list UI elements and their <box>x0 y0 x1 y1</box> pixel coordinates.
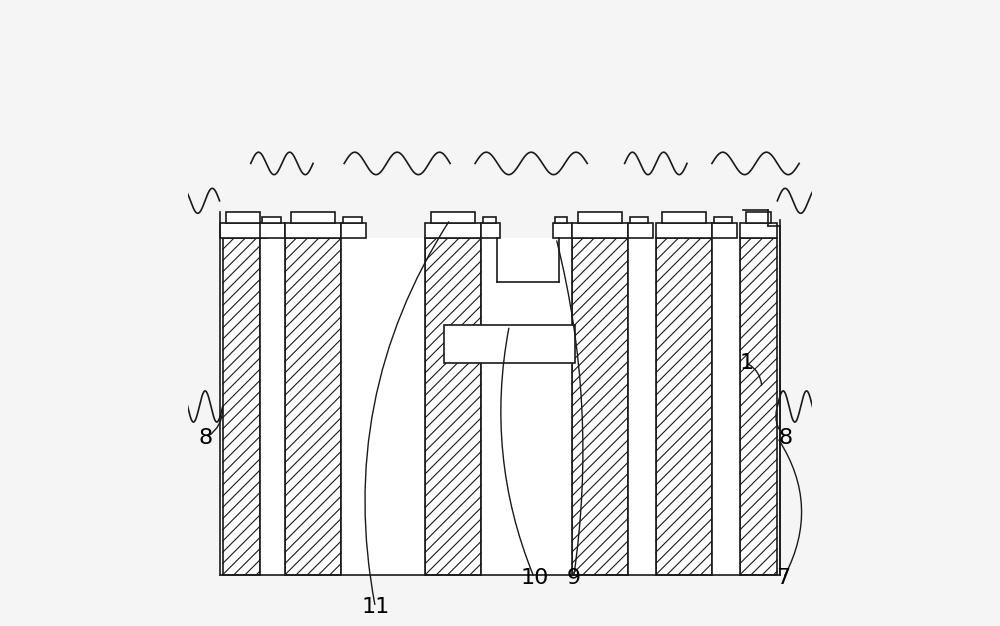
Bar <box>285 223 341 239</box>
Text: 9: 9 <box>566 568 581 588</box>
Bar <box>630 217 648 223</box>
Bar <box>746 212 771 223</box>
Bar <box>260 223 285 239</box>
Text: 8: 8 <box>778 428 792 448</box>
Text: 1: 1 <box>739 353 753 373</box>
Bar <box>712 223 737 239</box>
Bar <box>481 239 572 575</box>
Bar <box>555 217 567 223</box>
Bar <box>341 223 366 239</box>
Bar <box>431 212 475 223</box>
Bar <box>656 239 712 575</box>
Text: 8: 8 <box>199 428 213 448</box>
Text: 7: 7 <box>777 568 791 588</box>
Bar <box>223 239 260 575</box>
Bar <box>628 239 656 575</box>
Bar <box>714 217 732 223</box>
Bar <box>220 239 780 575</box>
Bar <box>740 239 777 575</box>
Bar <box>343 217 362 223</box>
Bar <box>662 212 706 223</box>
Bar <box>220 223 266 239</box>
Bar <box>578 212 622 223</box>
Bar <box>444 326 575 363</box>
Bar <box>291 212 335 223</box>
Bar <box>226 212 260 223</box>
Bar <box>656 223 712 239</box>
Bar <box>628 223 653 239</box>
Bar <box>425 239 481 575</box>
Bar <box>341 239 425 575</box>
Bar <box>553 223 572 239</box>
Bar <box>425 223 481 239</box>
Bar <box>483 217 496 223</box>
Bar <box>712 239 740 575</box>
Bar <box>572 239 628 575</box>
Bar <box>740 223 777 239</box>
Bar <box>481 223 500 239</box>
Bar <box>572 223 628 239</box>
Bar <box>260 239 285 575</box>
Text: 11: 11 <box>361 597 389 617</box>
Bar <box>262 217 281 223</box>
Bar <box>285 239 341 575</box>
Text: 10: 10 <box>520 568 548 588</box>
